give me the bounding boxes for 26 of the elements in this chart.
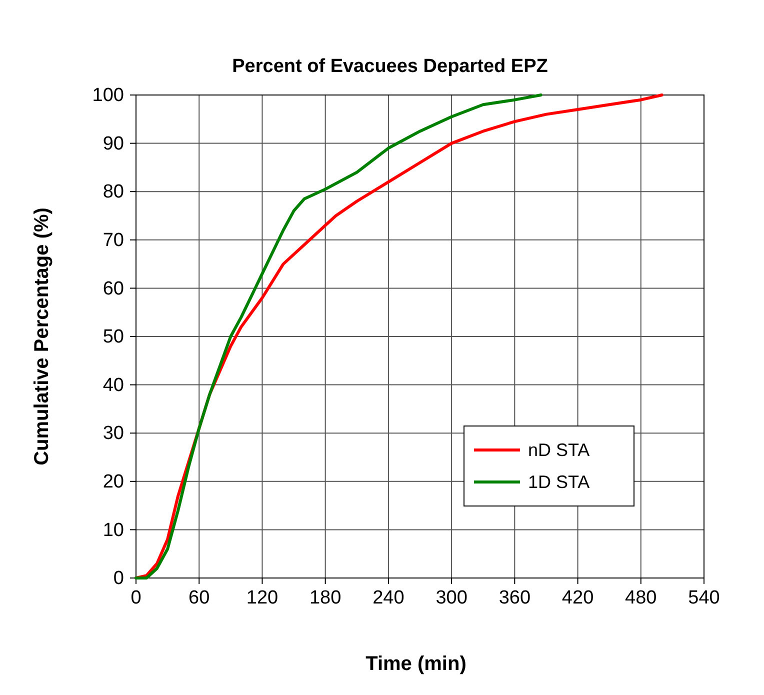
- y-tick-label: 90: [102, 133, 124, 154]
- y-axis-title: Cumulative Percentage (%): [31, 208, 53, 466]
- x-tick-label: 240: [372, 587, 404, 608]
- x-tick-label: 540: [688, 587, 720, 608]
- chart-title: Percent of Evacuees Departed EPZ: [232, 56, 548, 77]
- x-tick-label: 60: [188, 587, 210, 608]
- y-tick-label: 60: [102, 278, 124, 300]
- y-tick-label: 50: [102, 326, 124, 348]
- x-tick-label: 420: [562, 587, 594, 608]
- y-tick-label: 100: [92, 85, 124, 106]
- x-axis-title: Time (min): [366, 653, 466, 675]
- x-tick-label: 360: [498, 587, 531, 608]
- y-tick-label: 30: [102, 423, 124, 444]
- legend-label: nD STA: [528, 440, 590, 460]
- y-tick-label: 0: [113, 568, 124, 590]
- y-tick-label: 40: [102, 374, 124, 396]
- y-tick-label: 70: [102, 230, 124, 251]
- x-tick-label: 120: [246, 587, 278, 608]
- x-tick-label: 0: [130, 587, 142, 608]
- x-tick-label: 480: [625, 587, 657, 608]
- y-tick-label: 10: [102, 520, 124, 541]
- y-tick-label: 80: [102, 182, 124, 203]
- legend-label: 1D STA: [528, 472, 590, 492]
- x-tick-label: 180: [309, 587, 342, 608]
- y-tick-label: 20: [102, 471, 124, 492]
- x-tick-label: 300: [436, 587, 468, 608]
